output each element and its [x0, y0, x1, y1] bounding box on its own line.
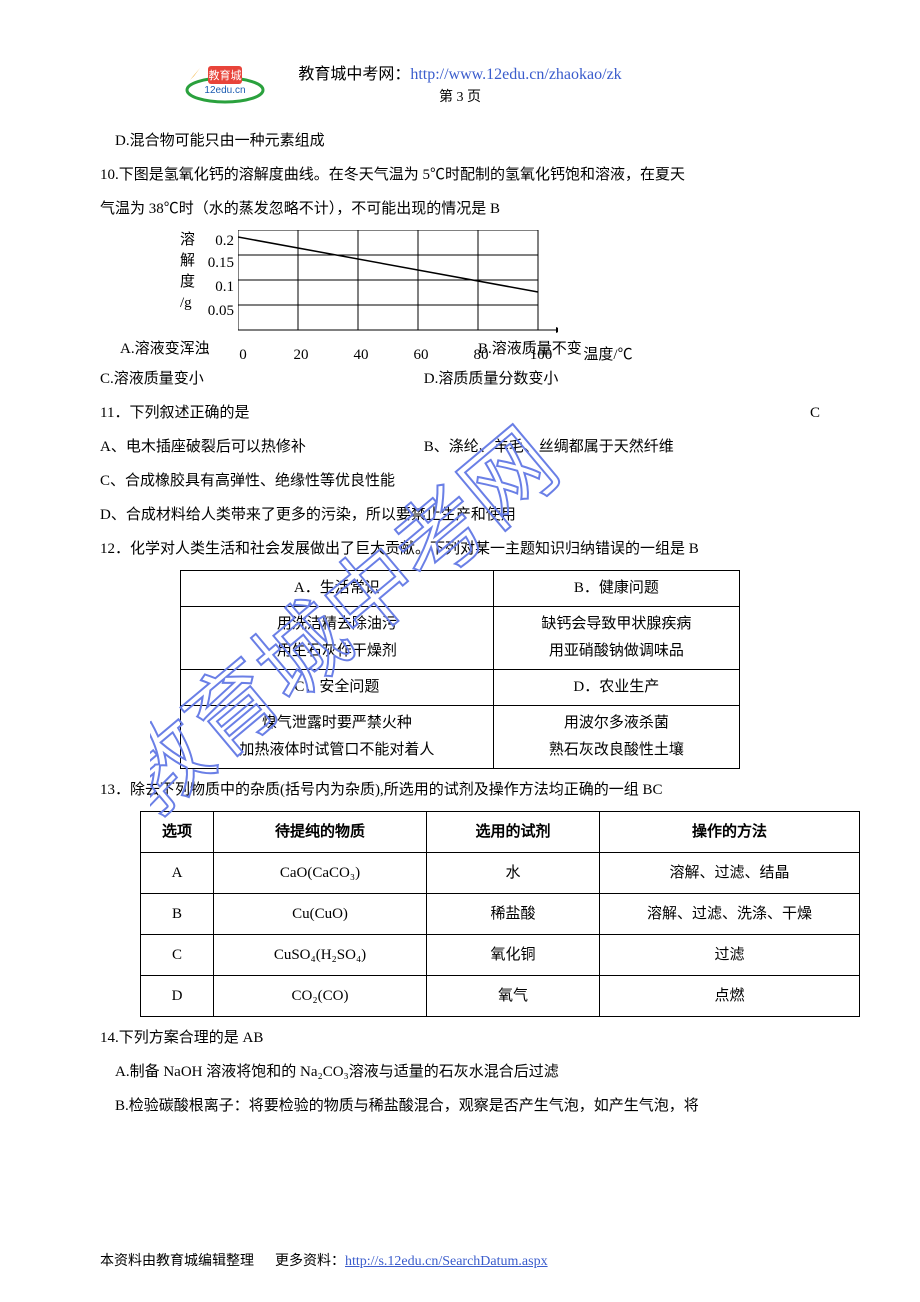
chart-y-label: 溶 解 度 /g: [180, 230, 195, 314]
q13-col-2: 待提纯的物质: [214, 812, 427, 853]
q12-text: 用洗洁精去除油污: [189, 611, 485, 638]
q12-stem: 12．化学对人类生活和社会发展做出了巨大贡献。下列对某一主题知识归纳错误的一组是…: [100, 534, 820, 564]
svg-text:12edu.cn: 12edu.cn: [204, 85, 245, 96]
q13-cell: 点燃: [600, 976, 860, 1017]
q13-cell: C: [141, 935, 214, 976]
table-row: D CO₂(CO) 氧气 点燃: [141, 976, 860, 1017]
q11-option-a: A、电木插座破裂后可以热修补: [100, 432, 420, 462]
q12-cell: 缺钙会导致甲状腺疾病 用亚硝酸钠做调味品: [493, 607, 739, 670]
q12-table: A．生活常识 B．健康问题 用洗洁精去除油污 用生石灰作干燥剂 缺钙会导致甲状腺…: [180, 570, 740, 769]
q13-cell: 水: [427, 853, 600, 894]
q10-option-a: A.溶液变浑浊: [120, 334, 320, 364]
ylbl-char: 解: [180, 251, 195, 272]
q10-stem-2: 气温为 38℃时（水的蒸发忽略不计），不可能出现的情况是 B: [100, 194, 820, 224]
q14-option-a: A.制备 NaOH 溶液将饱和的 Na₂CO₃溶液与适量的石灰水混合后过滤: [100, 1057, 820, 1087]
header-url: http://www.12edu.cn/zhaokao/zk: [410, 66, 621, 83]
q13-cell: CaO(CaCO₃): [214, 853, 427, 894]
table-row: 选项 待提纯的物质 选用的试剂 操作的方法: [141, 812, 860, 853]
q13-cell: CuSO₄(H₂SO₄): [214, 935, 427, 976]
q12-cell: 用洗洁精去除油污 用生石灰作干燥剂: [181, 607, 494, 670]
q13-col-1: 选项: [141, 812, 214, 853]
q12-text: 用生石灰作干燥剂: [189, 638, 485, 665]
q13-cell: 过滤: [600, 935, 860, 976]
ylbl-char: 度: [180, 272, 195, 293]
q10-stem-1: 10.下图是氢氧化钙的溶解度曲线。在冬天气温为 5℃时配制的氢氧化钙饱和溶液，在…: [100, 160, 820, 190]
q12-cell-c: C．安全问题: [181, 670, 494, 706]
table-row: 煤气泄露时要严禁火种 加热液体时试管口不能对着人 用波尔多液杀菌 熟石灰改良酸性…: [181, 706, 740, 769]
table-row: C CuSO₄(H₂SO₄) 氧化铜 过滤: [141, 935, 860, 976]
solubility-chart: 溶 解 度 /g 0.2 0.15 0.1 0.05: [180, 230, 820, 360]
q11-answer: C: [810, 398, 820, 428]
table-row: A．生活常识 B．健康问题: [181, 571, 740, 607]
q11-options-row-1: A、电木插座破裂后可以热修补 B、涤纶、羊毛、丝绸都属于天然纤维: [100, 432, 820, 462]
q13-cell: D: [141, 976, 214, 1017]
q13-col-3: 选用的试剂: [427, 812, 600, 853]
q11-stem-text: 11．下列叙述正确的是: [100, 405, 249, 421]
q11-option-c: C、合成橡胶具有高弹性、绝缘性等优良性能: [100, 466, 820, 496]
chart-svg: [238, 230, 558, 340]
q12-text: 熟石灰改良酸性土壤: [502, 737, 731, 764]
q11-option-d: D、合成材料给人类带来了更多的污染，所以要禁止生产和使用: [100, 500, 820, 530]
q13-cell: 溶解、过滤、结晶: [600, 853, 860, 894]
q14-stem: 14.下列方案合理的是 AB: [100, 1023, 820, 1053]
table-row: A CaO(CaCO₃) 水 溶解、过滤、结晶: [141, 853, 860, 894]
q12-text: 用亚硝酸钠做调味品: [502, 638, 731, 665]
q12-text: 缺钙会导致甲状腺疾病: [502, 611, 731, 638]
svg-text:教育城: 教育城: [209, 68, 242, 82]
q13-cell: Cu(CuO): [214, 894, 427, 935]
q12-cell-d: D．农业生产: [493, 670, 739, 706]
q13-col-4: 操作的方法: [600, 812, 860, 853]
q10-options-row-2: C.溶液质量变小 D.溶质质量分数变小: [100, 364, 820, 394]
q13-cell: 氧化铜: [427, 935, 600, 976]
q9-option-d: D.混合物可能只由一种元素组成: [100, 126, 820, 156]
site-logo: 教育城 12edu.cn: [180, 60, 270, 115]
table-row: C．安全问题 D．农业生产: [181, 670, 740, 706]
ylbl-char: 溶: [180, 230, 195, 251]
q12-cell: 用波尔多液杀菌 熟石灰改良酸性土壤: [493, 706, 739, 769]
header-site-link[interactable]: 教育城中考网：http://www.12edu.cn/zhaokao/zk: [298, 66, 621, 83]
q13-cell: A: [141, 853, 214, 894]
q11-stem: 11．下列叙述正确的是 C: [100, 398, 820, 428]
ylbl-char: /g: [180, 293, 195, 314]
q12-text: 用波尔多液杀菌: [502, 710, 731, 737]
q10-option-b: B.溶液质量不变: [478, 334, 678, 364]
q12-cell-b: B．健康问题: [493, 571, 739, 607]
footer-mid: 更多资料：: [275, 1254, 345, 1269]
q13-table: 选项 待提纯的物质 选用的试剂 操作的方法 A CaO(CaCO₃) 水 溶解、…: [140, 811, 860, 1017]
footer-link[interactable]: http://s.12edu.cn/SearchDatum.aspx: [345, 1254, 548, 1269]
chart-ytick: 0.05: [194, 296, 234, 326]
table-row: 用洗洁精去除油污 用生石灰作干燥剂 缺钙会导致甲状腺疾病 用亚硝酸钠做调味品: [181, 607, 740, 670]
table-row: B Cu(CuO) 稀盐酸 溶解、过滤、洗涤、干燥: [141, 894, 860, 935]
q14-option-b: B.检验碳酸根离子：将要检验的物质与稀盐酸混合，观察是否产生气泡，如产生气泡，将: [100, 1091, 820, 1121]
footer-left: 本资料由教育城编辑整理: [100, 1254, 254, 1269]
page: 教育城 12edu.cn 教育城中考网：http://www.12edu.cn/…: [0, 0, 920, 1300]
q12-text: 加热液体时试管口不能对着人: [189, 737, 485, 764]
q12-cell: 煤气泄露时要严禁火种 加热液体时试管口不能对着人: [181, 706, 494, 769]
q13-stem: 13．除去下列物质中的杂质(括号内为杂质),所选用的试剂及操作方法均正确的一组 …: [100, 775, 820, 805]
chart-xtick: 60: [406, 340, 436, 370]
q13-cell: 稀盐酸: [427, 894, 600, 935]
q12-text: 煤气泄露时要严禁火种: [189, 710, 485, 737]
q13-cell: 氧气: [427, 976, 600, 1017]
q13-cell: 溶解、过滤、洗涤、干燥: [600, 894, 860, 935]
header-site-label: 教育城中考网：: [298, 66, 410, 83]
q13-cell: B: [141, 894, 214, 935]
chart-xtick: 40: [346, 340, 376, 370]
q13-cell: CO₂(CO): [214, 976, 427, 1017]
q12-cell-a: A．生活常识: [181, 571, 494, 607]
page-footer: 本资料由教育城编辑整理 更多资料：http://s.12edu.cn/Searc…: [100, 1250, 548, 1270]
q11-option-b: B、涤纶、羊毛、丝绸都属于天然纤维: [424, 432, 674, 462]
content-body: D.混合物可能只由一种元素组成 10.下图是氢氧化钙的溶解度曲线。在冬天气温为 …: [100, 126, 820, 1121]
